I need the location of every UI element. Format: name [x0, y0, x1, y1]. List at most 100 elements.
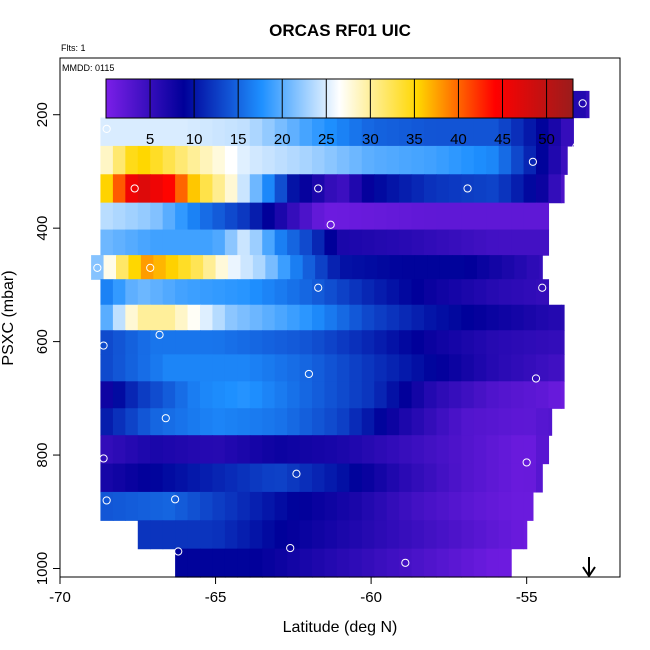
heatmap-cell: [100, 408, 114, 436]
heatmap-cell: [150, 279, 164, 306]
heatmap-cell: [299, 354, 313, 382]
heatmap-cell: [237, 174, 251, 204]
heatmap-cell: [361, 117, 375, 147]
heatmap-cell: [361, 520, 375, 550]
heatmap-cell: [336, 520, 350, 550]
heatmap-cell: [511, 279, 525, 306]
heatmap-cell: [324, 435, 338, 465]
y-tick-label: 800: [34, 443, 51, 468]
heatmap-cell: [498, 229, 512, 256]
heatmap-cell: [224, 145, 238, 175]
heatmap-cell: [150, 330, 164, 355]
heatmap-cell: [427, 255, 441, 280]
heatmap-cell: [175, 174, 189, 204]
heatmap-cell: [461, 491, 475, 521]
heatmap-cell: [137, 381, 151, 409]
heatmap-cell: [560, 330, 565, 355]
heatmap-cell: [399, 354, 413, 382]
heatmap-cell: [100, 354, 114, 382]
heatmap-cell: [150, 229, 164, 256]
heatmap-cell: [486, 354, 500, 382]
heatmap-cell: [523, 463, 537, 493]
heatmap-cell: [461, 548, 475, 578]
y-tick-label: 1000: [34, 552, 51, 585]
heatmap-cell: [498, 354, 512, 382]
heatmap-cell: [200, 304, 214, 331]
heatmap-cell: [265, 255, 279, 280]
heatmap-cell: [436, 548, 450, 578]
heatmap-cell: [399, 229, 413, 256]
heatmap-cell: [436, 330, 450, 355]
heatmap-cell: [560, 381, 565, 409]
heatmap-cell: [424, 279, 438, 306]
heatmap-cell: [175, 463, 189, 493]
heatmap-cell: [399, 279, 413, 306]
heatmap-cell: [287, 145, 301, 175]
heatmap-cell: [473, 491, 487, 521]
heatmap-cell: [448, 304, 462, 331]
heatmap-cell: [473, 145, 487, 175]
heatmap-cell: [523, 408, 537, 436]
colorbar-tick-label: 25: [318, 131, 335, 148]
heatmap-cell: [175, 145, 189, 175]
heatmap-cell: [399, 330, 413, 355]
heatmap-cell: [312, 117, 326, 147]
heatmap-cell: [436, 174, 450, 204]
heatmap-cell: [374, 202, 388, 231]
heatmap-cell: [374, 408, 388, 436]
heatmap-cell: [560, 174, 565, 204]
sample-point: [326, 220, 335, 229]
heatmap-cell: [112, 463, 126, 493]
heatmap-cell: [262, 330, 276, 355]
heatmap-cell: [374, 117, 388, 147]
heatmap-cell: [274, 408, 288, 436]
heatmap-cell: [162, 381, 176, 409]
heatmap-cell: [274, 117, 288, 147]
sample-point: [286, 543, 295, 553]
heatmap-cell: [249, 520, 263, 550]
heatmap-cell: [473, 463, 487, 493]
heatmap-cell: [175, 279, 189, 306]
heatmap-cell: [262, 354, 276, 382]
heatmap-cell: [511, 354, 525, 382]
heatmap-cell: [262, 381, 276, 409]
heatmap-cell: [137, 202, 151, 231]
heatmap-cell: [187, 330, 201, 355]
aircraft-position-arrow: [582, 557, 596, 578]
heatmap-cell: [336, 491, 350, 521]
heatmap-cell: [274, 520, 288, 550]
heatmap-cell: [274, 491, 288, 521]
heatmap-cell: [536, 330, 550, 355]
heatmap-cell: [511, 435, 525, 465]
heatmap-cell: [399, 491, 413, 521]
heatmap-cell: [486, 117, 500, 147]
heatmap-cell: [228, 255, 242, 280]
heatmap-cell: [340, 255, 354, 280]
heatmap-cell: [312, 279, 326, 306]
heatmap-cell: [498, 279, 512, 306]
heatmap-cell: [498, 145, 512, 175]
heatmap-cell: [137, 354, 151, 382]
heatmap-cell: [523, 202, 537, 231]
heatmap-cell: [560, 304, 565, 331]
heatmap-cell: [511, 520, 525, 550]
heatmap-cell: [200, 279, 214, 306]
heatmap-cell: [511, 491, 525, 521]
heatmap-cell: [274, 381, 288, 409]
heatmap-cell: [377, 255, 391, 280]
heatmap-cell: [262, 229, 276, 256]
heatmap-cell: [237, 491, 251, 521]
heatmap-cell: [112, 354, 126, 382]
heatmap-cell: [424, 117, 438, 147]
sample-point: [531, 374, 541, 383]
heatmap-cell: [436, 202, 450, 231]
heatmap-cell: [162, 117, 176, 147]
heatmap-cell: [523, 174, 537, 204]
heatmap-cell: [374, 354, 388, 382]
heatmap-cell: [237, 304, 251, 331]
heatmap-cell: [249, 117, 263, 147]
heatmap-cell: [523, 304, 537, 331]
heatmap-cell: [511, 174, 525, 204]
heatmap-cell: [299, 202, 313, 231]
heatmap-cell: [461, 174, 475, 204]
